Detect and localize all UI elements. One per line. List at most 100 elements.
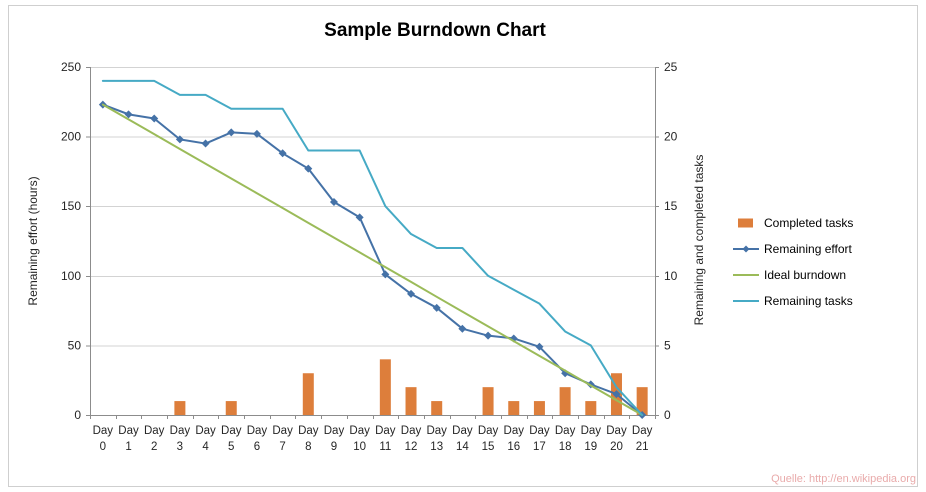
x-axis-label-number: 8 (305, 441, 311, 453)
marker-remaining-effort (329, 198, 338, 207)
legend-label: Completed tasks (764, 215, 854, 230)
right-axis-tick-label: 10 (664, 269, 678, 283)
x-axis-label-number: 7 (279, 441, 285, 453)
right-axis-tick-label: 20 (664, 130, 678, 144)
x-axis-label-word: Day (298, 425, 319, 437)
bar-completed-tasks (508, 401, 520, 415)
legend-item-remaining-effort: Remaining effort (733, 240, 853, 257)
line-remaining-tasks (101, 79, 644, 416)
x-axis-label-number: 3 (177, 441, 183, 453)
x-axis-label-word: Day (426, 425, 447, 437)
bar-completed-tasks (559, 387, 571, 415)
x-axis-label-number: 0 (100, 441, 106, 453)
marker-remaining-effort (432, 303, 441, 312)
x-axis-label-number: 20 (610, 441, 623, 453)
marker-remaining-effort (355, 213, 364, 222)
right-axis-tick-label: 15 (664, 199, 678, 213)
legend-label: Ideal burndown (764, 267, 847, 282)
x-axis-label-number: 14 (456, 441, 469, 453)
left-axis-tick-label: 100 (61, 269, 81, 283)
x-axis-label-number: 9 (331, 441, 337, 453)
marker-remaining-effort (304, 164, 313, 173)
bar-completed-tasks (482, 387, 494, 415)
x-axis-label-word: Day (324, 425, 345, 437)
x-axis-label-word: Day (632, 425, 653, 437)
x-axis-label-word: Day (581, 425, 602, 437)
x-axis-label-number: 16 (507, 441, 520, 453)
marker-remaining-effort (124, 110, 133, 119)
x-axis-label-word: Day (272, 425, 293, 437)
x-axis-label-number: 19 (584, 441, 597, 453)
marker-remaining-effort (201, 139, 210, 148)
bar-swatch-icon (738, 218, 753, 227)
x-axis-label-number: 17 (533, 441, 546, 453)
x-axis-label-word: Day (375, 425, 396, 437)
legend-item-ideal-burndown: Ideal burndown (733, 266, 853, 283)
swatch-diamond (742, 245, 750, 252)
x-axis-label-number: 4 (202, 441, 209, 453)
x-axis-label-word: Day (349, 425, 370, 437)
right-axis-tick-label: 0 (664, 408, 671, 422)
left-axis-tick-label: 250 (61, 60, 81, 74)
line-swatch-icon (733, 273, 759, 276)
x-axis-label-word: Day (144, 425, 165, 437)
legend: Completed tasks Remaining effort Ideal bur… (733, 214, 853, 309)
x-axis-label-number: 15 (482, 441, 495, 453)
x-axis-label-word: Day (195, 425, 216, 437)
bar-completed-tasks (431, 401, 443, 415)
x-axis-label-number: 10 (353, 441, 366, 453)
x-axis-label-word: Day (170, 425, 191, 437)
x-axis-label-word: Day (452, 425, 473, 437)
x-axis-label-number: 13 (430, 441, 443, 453)
source-watermark: Quelle: http://en.wikipedia.org (771, 473, 916, 485)
x-axis-label-number: 12 (405, 441, 418, 453)
x-axis-label-word: Day (247, 425, 268, 437)
left-axis-tick-label: 50 (68, 338, 82, 352)
bar-completed-tasks (533, 401, 545, 415)
marker-remaining-effort (252, 129, 261, 138)
legend-item-remaining-tasks: Remaining tasks (733, 292, 853, 309)
marker-remaining-effort (381, 270, 390, 279)
x-axis-label-word: Day (118, 425, 139, 437)
line-ideal-burndown (101, 103, 644, 416)
legend-item-completed-tasks: Completed tasks (733, 214, 853, 231)
x-axis-label-word: Day (606, 425, 627, 437)
bar-completed-tasks (225, 401, 237, 415)
left-axis-tick-label: 0 (74, 408, 81, 422)
x-axis-label-number: 21 (636, 441, 649, 453)
x-axis-label-word: Day (504, 425, 525, 437)
bar-completed-tasks (379, 359, 391, 415)
marker-remaining-effort (535, 342, 544, 351)
bar-completed-tasks (405, 387, 417, 415)
right-axis-tick-label: 25 (664, 60, 678, 74)
x-axis-label-number: 11 (379, 441, 391, 453)
marker-remaining-effort (150, 114, 159, 123)
bar-completed-tasks (585, 401, 597, 415)
line-remaining-effort (101, 103, 644, 416)
x-axis-label-number: 6 (254, 441, 260, 453)
right-axis-tick-label: 5 (664, 338, 671, 352)
x-axis-label-word: Day (221, 425, 242, 437)
swatch-rect (738, 218, 753, 227)
bar-completed-tasks (174, 401, 186, 415)
legend-label: Remaining tasks (764, 293, 853, 308)
line-swatch-icon (733, 245, 759, 252)
x-axis-label-word: Day (555, 425, 576, 437)
bar-completed-tasks (302, 373, 314, 415)
marker-remaining-effort (612, 390, 621, 399)
x-axis-label-number: 5 (228, 441, 234, 453)
legend-label: Remaining effort (764, 241, 852, 256)
bar-completed-tasks (636, 387, 648, 415)
x-axis-label-word: Day (93, 425, 114, 437)
marker-remaining-effort (175, 135, 184, 144)
x-axis-label-number: 1 (125, 441, 131, 453)
marker-remaining-effort (407, 289, 416, 298)
x-axis-label-word: Day (401, 425, 422, 437)
x-axis-label-word: Day (529, 425, 550, 437)
left-axis-tick-label: 150 (61, 199, 81, 213)
x-axis-label-word: Day (478, 425, 499, 437)
line-swatch-icon (733, 299, 759, 302)
marker-remaining-effort (458, 324, 467, 333)
marker-remaining-effort (227, 128, 236, 137)
